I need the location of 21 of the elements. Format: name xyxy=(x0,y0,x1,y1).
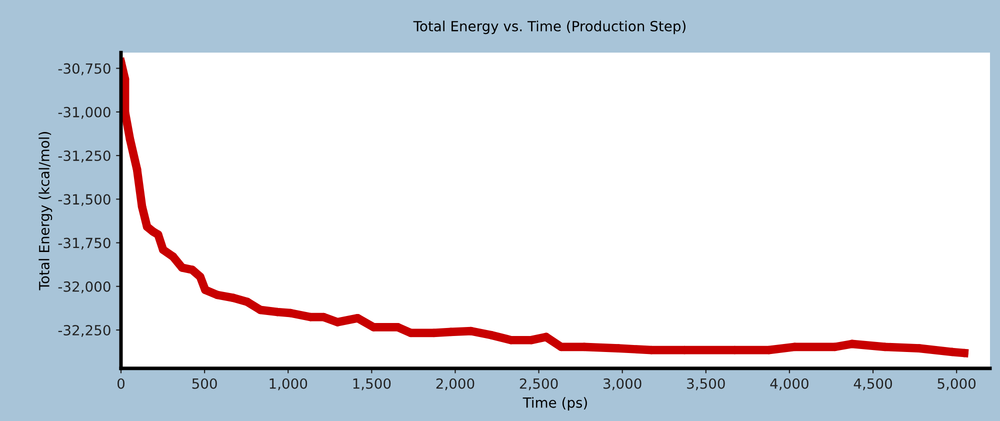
y-tick-label: -32,250 xyxy=(58,324,110,337)
y-tick-label: -31,500 xyxy=(58,194,110,206)
x-tick-label: 1,500 xyxy=(353,378,391,390)
y-tick-label: -32,000 xyxy=(58,281,110,294)
x-tick-label: 2,500 xyxy=(520,378,558,390)
y-tick-label: -30,750 xyxy=(58,63,110,76)
x-tick-label: 3,500 xyxy=(687,378,725,390)
x-tick-label: 5,000 xyxy=(938,378,976,390)
x-tick-label: 0 xyxy=(117,378,124,389)
chart-title: Total Energy vs. Time (Production Step) xyxy=(413,20,686,34)
x-tick-label: 4,500 xyxy=(854,378,892,390)
x-tick-label: 2,000 xyxy=(436,378,474,390)
x-tick-label: 1,000 xyxy=(270,378,308,390)
y-tick-label: -31,000 xyxy=(58,106,110,119)
y-tick-label: -31,250 xyxy=(58,150,110,162)
x-tick-label: 500 xyxy=(192,378,217,389)
y-tick-label: -31,750 xyxy=(58,238,110,250)
x-tick-label: 3,000 xyxy=(604,378,642,390)
x-tick-label: 4,000 xyxy=(770,378,808,390)
y-axis-title: Total Energy (kcal/mol) xyxy=(38,132,52,290)
x-axis-title: Time (ps) xyxy=(522,397,587,411)
